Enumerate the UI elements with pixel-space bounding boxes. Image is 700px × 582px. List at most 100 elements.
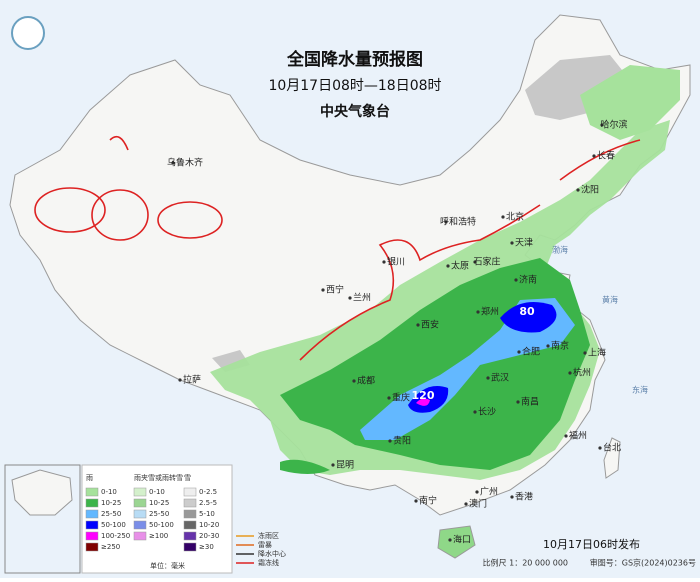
city-dot	[444, 220, 448, 224]
city-dot	[583, 351, 587, 355]
logo	[11, 16, 45, 50]
city-label: 银川	[387, 256, 405, 268]
rain-0-10	[580, 65, 680, 140]
city-dot	[352, 379, 356, 383]
period: 10月17日08时—18日08时	[268, 78, 441, 94]
city-dot	[568, 371, 572, 375]
legend-label: 25-50	[149, 510, 169, 518]
city-dot	[592, 154, 596, 158]
legend-swatch	[183, 520, 197, 530]
legend-title: 雨夹雪或雨转雪	[134, 473, 183, 482]
legend-box	[81, 464, 233, 574]
legend-label: ≥100	[149, 532, 168, 540]
legend-symbol-label: 降水中心	[258, 549, 286, 558]
city-dot	[446, 264, 450, 268]
legend-swatch	[183, 487, 197, 497]
city-label: 西宁	[326, 284, 344, 296]
city-label: 长沙	[478, 406, 496, 418]
city-label: 福州	[569, 430, 587, 442]
city-label: 海口	[453, 534, 471, 546]
city-dot	[382, 260, 386, 264]
city-label: 济南	[519, 274, 537, 286]
city-label: 太原	[451, 260, 469, 272]
legend-swatch	[133, 531, 147, 541]
city-dot	[331, 463, 335, 467]
legend-label: 50-100	[101, 521, 126, 529]
city-dot	[510, 241, 514, 245]
city-dot	[600, 123, 604, 127]
city-label: 西安	[421, 319, 439, 331]
city-label: 石家庄	[473, 256, 500, 268]
legend-label: 0-10	[101, 488, 117, 496]
city-dot	[517, 350, 521, 354]
city-label: 成都	[357, 375, 375, 387]
legend-swatch	[85, 520, 99, 530]
legend-symbol-label: 雷暴	[258, 541, 272, 549]
city-dot	[414, 499, 418, 503]
city-label: 昆明	[336, 460, 354, 471]
city-label: 拉萨	[183, 374, 201, 386]
island-taiwan	[603, 437, 621, 479]
legend-symbol-label: 霜冻线	[258, 558, 279, 567]
city-dot	[348, 296, 352, 300]
city-dot	[464, 502, 468, 506]
inset-land	[11, 469, 73, 516]
legend-swatch	[183, 498, 197, 508]
city-label: 沈阳	[581, 184, 599, 196]
legend-label: 100-250	[101, 532, 130, 540]
city-label: 南京	[551, 340, 569, 352]
city-dot	[501, 215, 505, 219]
city-label: 广州	[480, 486, 498, 498]
legend-swatch	[85, 487, 99, 497]
legend-label: 10-25	[149, 499, 169, 507]
legend-unit: 单位：毫米	[150, 561, 185, 570]
city-label: 南宁	[419, 495, 437, 507]
legend-label: ≥250	[101, 543, 120, 551]
approval: 审图号：GS京(2024)0236号	[590, 558, 696, 568]
city-dot	[486, 376, 490, 380]
legend-swatch	[133, 509, 147, 519]
city-dot	[171, 161, 175, 165]
city-dot	[448, 538, 452, 542]
legend-swatch	[183, 542, 197, 552]
city-label: 长春	[597, 150, 615, 162]
legend-label: 20-30	[199, 532, 219, 540]
map-title: 全国降水量预报图	[286, 49, 423, 70]
city-label: 南昌	[521, 396, 539, 408]
city-dot	[178, 378, 182, 382]
island-hainan	[437, 525, 476, 559]
legend-label: 5-10	[199, 510, 215, 518]
legend-swatch	[133, 498, 147, 508]
legend-label: 10-25	[101, 499, 121, 507]
legend-swatch	[85, 542, 99, 552]
precip-center: 120	[412, 389, 435, 402]
city-dot	[473, 410, 477, 414]
legend: 雨 0-10 10-25 25-50 50-100 100-250 ≥250 雨夹雪或雨转雪 0…	[85, 473, 286, 570]
city-label: 郑州	[481, 306, 499, 318]
city-dot	[387, 396, 391, 400]
agency: 中央气象台	[320, 103, 390, 120]
frost-line	[34, 135, 641, 361]
rain-50-100	[500, 301, 557, 333]
legend-label: ≥30	[199, 543, 214, 551]
city-label: 哈尔滨	[600, 119, 627, 131]
city-label: 天津	[515, 238, 533, 249]
city-dot	[564, 434, 568, 438]
city-label: 呼和浩特	[440, 216, 476, 228]
issued: 10月17日06时发布	[543, 537, 640, 551]
legend-label: 0-10	[149, 488, 165, 496]
legend-swatch	[85, 531, 99, 541]
sea-label: 东海	[632, 385, 648, 395]
city-label: 杭州	[573, 367, 591, 379]
legend-swatch	[183, 509, 197, 519]
city-label: 台北	[603, 442, 621, 454]
legend-label: 0-2.5	[199, 488, 217, 496]
city-dot	[510, 495, 514, 499]
city-label: 合肥	[522, 346, 540, 358]
legend-swatch	[183, 531, 197, 541]
city-label: 贵阳	[393, 435, 411, 447]
sea-label: 黄海	[602, 295, 618, 305]
legend-swatch	[85, 509, 99, 519]
